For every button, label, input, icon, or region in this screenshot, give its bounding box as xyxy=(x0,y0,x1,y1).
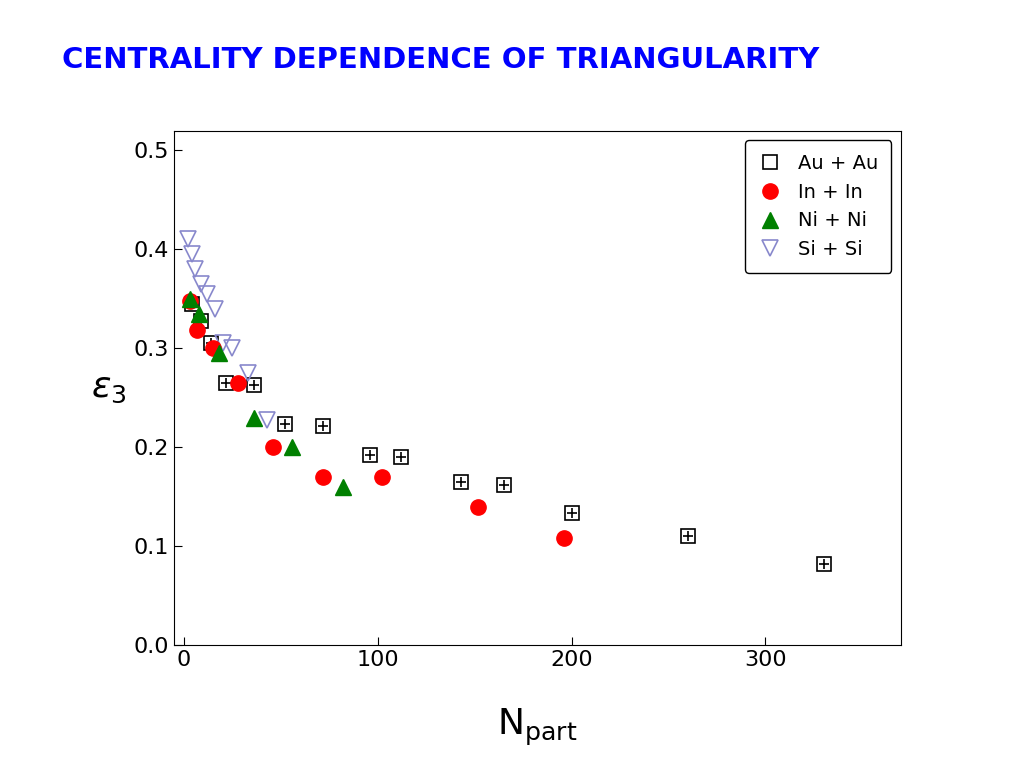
Ni + Ni xyxy=(183,294,196,303)
Ni + Ni xyxy=(248,413,260,422)
In + In xyxy=(267,442,280,452)
Line: In + In: In + In xyxy=(182,293,571,546)
In + In xyxy=(317,472,330,482)
Au + Au xyxy=(205,339,217,348)
Si + Si xyxy=(261,415,273,424)
Si + Si xyxy=(189,264,202,273)
Ni + Ni xyxy=(213,349,225,358)
Au + Au xyxy=(395,452,408,462)
Line: Si + Si: Si + Si xyxy=(180,232,274,427)
Au + Au xyxy=(817,559,829,568)
Au + Au xyxy=(682,531,694,541)
Ni + Ni xyxy=(194,309,206,318)
In + In xyxy=(183,296,196,306)
In + In xyxy=(376,472,388,482)
Line: Ni + Ni: Ni + Ni xyxy=(182,291,350,495)
Au + Au xyxy=(498,480,510,489)
Si + Si xyxy=(196,280,208,289)
Au + Au xyxy=(185,299,198,308)
In + In xyxy=(207,343,219,353)
Au + Au xyxy=(455,477,467,486)
Si + Si xyxy=(209,304,221,313)
In + In xyxy=(558,534,570,543)
Si + Si xyxy=(226,343,239,353)
Text: CENTRALITY DEPENDENCE OF TRIANGULARITY: CENTRALITY DEPENDENCE OF TRIANGULARITY xyxy=(61,46,819,74)
Au + Au xyxy=(279,420,291,429)
Line: Au + Au: Au + Au xyxy=(184,296,830,571)
Si + Si xyxy=(185,250,198,259)
Au + Au xyxy=(220,379,232,388)
In + In xyxy=(231,379,244,388)
In + In xyxy=(191,326,204,335)
Au + Au xyxy=(565,508,578,517)
Au + Au xyxy=(364,451,376,460)
Au + Au xyxy=(248,380,260,389)
Au + Au xyxy=(196,316,208,325)
Ni + Ni xyxy=(286,442,298,452)
Si + Si xyxy=(181,235,194,244)
Au + Au xyxy=(317,422,330,431)
Y-axis label: $\varepsilon_3$: $\varepsilon_3$ xyxy=(91,371,127,405)
Si + Si xyxy=(201,290,213,299)
Legend: Au + Au, In + In, Ni + Ni, Si + Si: Au + Au, In + In, Ni + Ni, Si + Si xyxy=(745,141,892,273)
Text: N$_{\rm part}$: N$_{\rm part}$ xyxy=(498,707,578,748)
Ni + Ni xyxy=(337,482,349,492)
Si + Si xyxy=(216,339,228,348)
In + In xyxy=(472,502,484,511)
Si + Si xyxy=(242,369,254,378)
